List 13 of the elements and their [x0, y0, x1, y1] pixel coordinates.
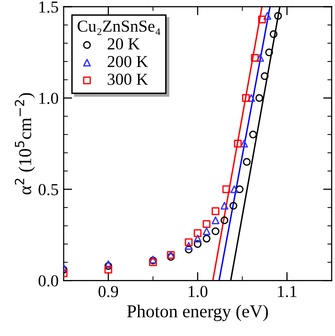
x-tick-label: 1.0: [188, 286, 208, 298]
x-tick-label: 1.1: [278, 286, 296, 298]
x-tick-label: 0.9: [98, 286, 118, 298]
x-axis-title: Photon energy (eV): [127, 304, 268, 322]
y-tick-label: 1.5: [39, 2, 58, 13]
y-tick-label: 0.0: [38, 275, 58, 287]
legend-title: Cu₂ZnSnSe₄: [78, 20, 160, 36]
legend-label: 200 K: [108, 56, 148, 68]
y-tick-label: 0.5: [38, 184, 58, 196]
y-tick-label: 1.0: [39, 92, 58, 104]
legend-label: 300 K: [108, 74, 148, 85]
y-axis-title: α$^{2}$ (10$^{5}$cm$^{−2}$): [14, 93, 35, 194]
legend-label: 20 K: [108, 38, 140, 50]
